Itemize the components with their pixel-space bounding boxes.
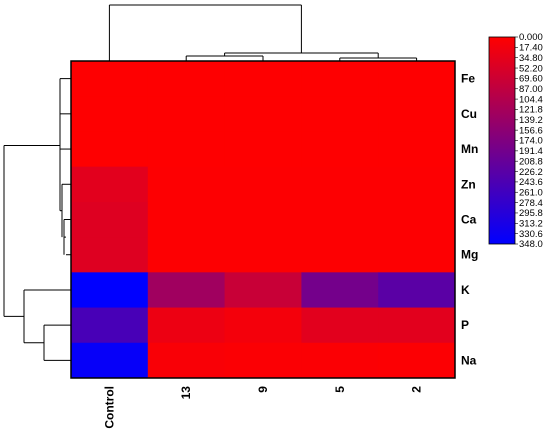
row-label-cu: Cu	[461, 107, 477, 121]
heatmap-cell-cu-13	[147, 96, 226, 132]
heatmap-border	[70, 60, 456, 379]
heatmap-cell-na-13	[147, 342, 226, 379]
row-labels: Fe Cu Mn Zn Ca Mg K P Na	[461, 72, 478, 368]
heatmap-cell-mn-5	[301, 131, 379, 168]
row-label-k: K	[461, 283, 470, 297]
heatmap-cells	[71, 61, 456, 379]
color-scale-label: 243.6	[519, 177, 543, 188]
color-scale-legend: 0.00017.4034.8052.2069.6087.00104.4121.8…	[488, 32, 543, 250]
row-label-fe: Fe	[461, 72, 475, 86]
heatmap-cell-p-5	[301, 307, 379, 344]
color-scale-label: 330.6	[519, 229, 543, 240]
heatmap-cell-mg-2	[378, 237, 456, 273]
heatmap-cell-mn-9	[224, 131, 302, 168]
color-scale-label: 348.0	[519, 239, 543, 250]
color-scale-label: 34.80	[519, 53, 543, 64]
heatmap-cell-na-2	[378, 342, 456, 379]
row-label-p: P	[461, 318, 469, 332]
heatmap-cell-ca-control	[71, 201, 149, 238]
heatmap-cell-cu-control	[71, 96, 149, 132]
heatmap-cell-fe-control	[71, 61, 149, 97]
color-scale-label: 208.8	[519, 156, 543, 167]
heatmap-cell-ca-13	[147, 201, 226, 238]
row-dendrogram	[3, 78, 71, 361]
color-scale-label: 52.20	[519, 63, 543, 74]
color-scale-label: 261.0	[519, 187, 543, 198]
color-scale-label: 0.000	[519, 32, 543, 43]
column-label-5: 5	[333, 386, 347, 393]
color-scale-label: 313.2	[519, 219, 543, 230]
heatmap-cell-fe-9	[224, 61, 302, 97]
row-label-na: Na	[461, 353, 477, 367]
heatmap-cell-p-13	[147, 307, 226, 344]
color-scale-label: 156.6	[519, 125, 543, 136]
heatmap-cell-mg-control	[71, 237, 149, 273]
heatmap-cell-mg-5	[301, 237, 379, 273]
heatmap-cell-cu-5	[301, 96, 379, 132]
heatmap-cell-cu-2	[378, 96, 456, 132]
heatmap-cell-zn-13	[147, 166, 226, 203]
heatmap-cell-mg-13	[147, 237, 226, 273]
column-dendrogram	[108, 4, 418, 61]
column-label-2: 2	[410, 386, 424, 393]
color-scale-label: 191.4	[519, 146, 543, 157]
row-label-mn: Mn	[461, 142, 478, 156]
column-label-13: 13	[179, 386, 193, 400]
heatmap-cell-zn-5	[301, 166, 379, 203]
column-labels: Control 13 9 5 2	[102, 386, 423, 429]
heatmap-cell-fe-5	[301, 61, 379, 97]
heatmap-cell-k-9	[224, 272, 302, 309]
color-scale-label: 121.8	[519, 105, 543, 116]
heatmap-cell-k-13	[147, 272, 226, 309]
row-label-ca: Ca	[461, 213, 477, 227]
heatmap-cell-ca-9	[224, 201, 302, 238]
heatmap-cell-na-9	[224, 342, 302, 379]
heatmap-cell-p-9	[224, 307, 302, 344]
heatmap-cell-mg-9	[224, 237, 302, 273]
heatmap-cell-fe-13	[147, 61, 226, 97]
heatmap-cell-p-control	[71, 307, 149, 344]
heatmap-cell-na-control	[71, 342, 149, 379]
color-scale-label: 174.0	[519, 136, 543, 147]
heatmap-cell-p-2	[378, 307, 456, 344]
row-label-mg: Mg	[461, 248, 478, 262]
color-scale-label: 87.00	[519, 84, 543, 95]
column-label-control: Control	[102, 386, 116, 429]
heatmap-cell-na-5	[301, 342, 379, 379]
color-scale-label: 17.40	[519, 43, 543, 54]
heatmap-cell-mn-control	[71, 131, 149, 168]
heatmap-cell-zn-2	[378, 166, 456, 203]
heatmap-cell-ca-2	[378, 201, 456, 238]
heatmap-cell-k-control	[71, 272, 149, 309]
column-label-9: 9	[256, 386, 270, 393]
color-scale-label: 104.4	[519, 94, 543, 105]
color-scale-label: 139.2	[519, 115, 543, 126]
color-scale-label: 226.2	[519, 167, 543, 178]
color-scale-label: 278.4	[519, 198, 543, 209]
color-scale-bar	[488, 36, 516, 245]
heatmap-cell-zn-control	[71, 166, 149, 203]
heatmap-cell-zn-9	[224, 166, 302, 203]
heatmap-cell-k-2	[378, 272, 456, 309]
heatmap-cell-mn-13	[147, 131, 226, 168]
heatmap-cell-fe-2	[378, 61, 456, 97]
heatmap-cell-mn-2	[378, 131, 456, 168]
heatmap-cell-k-5	[301, 272, 379, 309]
heatmap-cell-cu-9	[224, 96, 302, 132]
heatmap-cell-ca-5	[301, 201, 379, 238]
color-scale-label: 69.60	[519, 74, 543, 85]
color-scale-label: 295.8	[519, 208, 543, 219]
row-label-zn: Zn	[461, 177, 476, 191]
